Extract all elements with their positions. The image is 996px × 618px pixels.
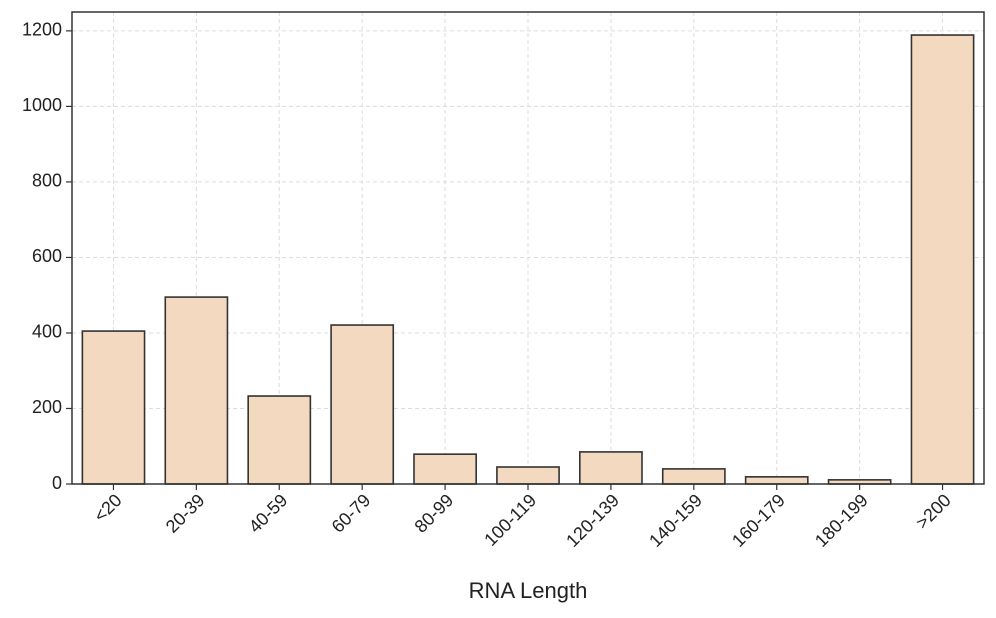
bar: [164, 296, 229, 485]
bar: [247, 395, 312, 485]
bar: [910, 34, 975, 485]
bar: [413, 453, 477, 485]
x-tick-label: 40-59: [245, 490, 292, 537]
bar: [330, 324, 395, 485]
y-tick-label: 1200: [22, 20, 62, 40]
y-tick-label: 1000: [22, 95, 62, 115]
x-tick-label: 140-159: [645, 490, 706, 551]
x-tick-label: 180-199: [811, 490, 872, 551]
bar: [496, 466, 560, 485]
x-tick-label: 60-79: [328, 490, 375, 537]
x-tick-label: 120-139: [562, 490, 623, 551]
bar: [579, 451, 643, 485]
y-tick-label: 400: [32, 322, 62, 342]
x-tick-label: >200: [912, 490, 955, 533]
y-tick-label: 800: [32, 171, 62, 191]
plot-frame: [71, 11, 985, 485]
bar: [661, 468, 726, 485]
y-tick-label: 0: [52, 473, 62, 493]
y-tick-label: 200: [32, 397, 62, 417]
x-axis-label: RNA Length: [469, 578, 588, 603]
bar: [744, 476, 809, 485]
y-tick-label: 600: [32, 246, 62, 266]
x-tick-label: 100-119: [480, 490, 540, 550]
x-tick-label: 160-179: [728, 490, 789, 551]
x-tick-label: 20-39: [162, 490, 209, 537]
x-tick-label: <20: [90, 490, 126, 526]
x-tick-label: 80-99: [411, 490, 458, 537]
bar: [81, 330, 146, 485]
